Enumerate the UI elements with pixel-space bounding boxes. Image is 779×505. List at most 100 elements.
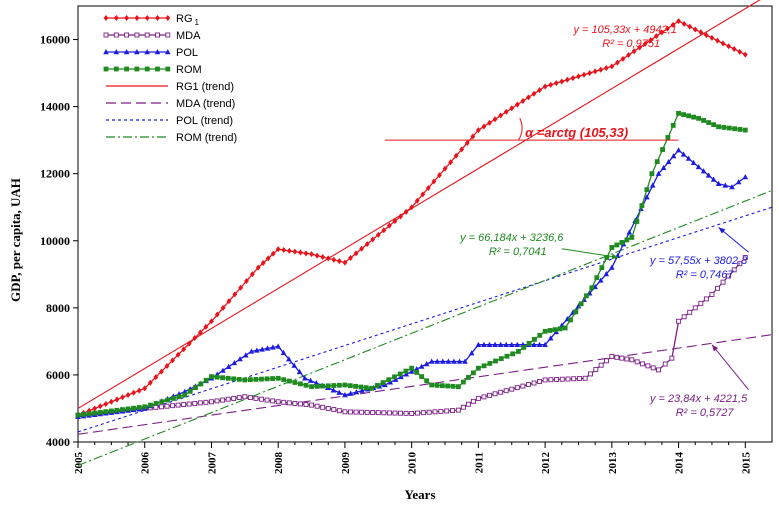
legend-label: POL xyxy=(176,47,198,59)
data-point xyxy=(253,376,259,382)
data-point xyxy=(75,412,81,418)
series-rom xyxy=(75,110,748,418)
data-point xyxy=(236,395,242,401)
data-point xyxy=(520,383,526,389)
data-point xyxy=(237,356,243,362)
data-point xyxy=(148,402,153,408)
data-point xyxy=(470,370,476,376)
legend-marker xyxy=(165,66,171,72)
data-point xyxy=(165,397,171,403)
data-point xyxy=(565,376,571,382)
data-point xyxy=(159,368,164,375)
data-point xyxy=(238,284,244,291)
data-point xyxy=(291,362,298,368)
data-point xyxy=(336,382,342,388)
data-point xyxy=(487,392,492,398)
x-tick-label: 2013 xyxy=(607,452,619,475)
y-tick-label: 12000 xyxy=(40,167,70,181)
data-point xyxy=(380,380,386,385)
data-point xyxy=(470,133,476,140)
data-point xyxy=(409,365,415,371)
data-point xyxy=(342,259,348,266)
data-point xyxy=(419,374,425,379)
data-point xyxy=(676,318,682,324)
data-point xyxy=(403,371,410,377)
data-point xyxy=(275,246,281,253)
data-point xyxy=(286,378,292,384)
data-point xyxy=(732,126,738,132)
data-point xyxy=(450,408,455,414)
data-point xyxy=(587,70,593,77)
data-point xyxy=(309,384,314,390)
data-point xyxy=(342,409,348,415)
data-point xyxy=(642,40,648,47)
data-point xyxy=(609,264,615,270)
data-point xyxy=(656,367,662,373)
legend-label: ROM xyxy=(176,64,202,76)
data-point xyxy=(720,40,726,47)
data-point xyxy=(220,367,226,373)
data-series xyxy=(75,18,749,420)
data-point xyxy=(644,187,650,193)
data-point xyxy=(270,376,276,381)
data-point xyxy=(286,356,292,362)
data-point xyxy=(573,309,579,315)
data-point xyxy=(97,403,103,410)
data-point xyxy=(153,374,159,381)
data-point xyxy=(516,349,521,354)
data-point xyxy=(593,367,599,373)
data-point xyxy=(170,357,175,364)
data-point xyxy=(465,401,471,407)
data-point xyxy=(503,108,509,115)
data-point xyxy=(364,409,370,415)
data-point xyxy=(414,370,420,375)
equation-arrow-1 xyxy=(561,248,619,259)
series-mda xyxy=(75,255,748,418)
data-point xyxy=(487,119,492,126)
data-point xyxy=(336,389,343,395)
data-point xyxy=(209,374,214,379)
data-point xyxy=(313,380,320,386)
data-point xyxy=(232,291,238,298)
x-tick-label: 2011 xyxy=(473,452,485,473)
data-point xyxy=(703,32,709,39)
legend-label: MDA xyxy=(176,30,201,42)
data-point xyxy=(170,396,176,401)
data-point xyxy=(164,362,170,369)
data-point xyxy=(302,375,308,381)
data-point xyxy=(609,63,615,70)
legend-label-subscript: 1 xyxy=(195,18,200,27)
data-point xyxy=(298,249,303,256)
x-tick-label: 2005 xyxy=(73,452,85,475)
data-point xyxy=(231,395,237,401)
data-point xyxy=(181,402,187,407)
legend-marker xyxy=(134,49,140,55)
data-point xyxy=(249,271,255,278)
data-point xyxy=(576,376,582,381)
data-point xyxy=(242,352,249,358)
data-point xyxy=(548,81,554,88)
data-point xyxy=(203,323,209,330)
data-point xyxy=(375,410,381,416)
data-point xyxy=(448,159,453,166)
equation-arrowhead-1 xyxy=(611,253,619,260)
data-point xyxy=(648,36,654,43)
data-point xyxy=(120,407,125,412)
data-point xyxy=(562,325,568,331)
data-point xyxy=(424,378,430,384)
data-point xyxy=(703,296,709,302)
data-point xyxy=(634,219,640,224)
data-point xyxy=(498,389,504,395)
data-point xyxy=(559,78,565,85)
data-point xyxy=(497,341,504,347)
data-point xyxy=(626,52,631,59)
annotations: α =arctg (105,33) y = 105,33x + 4942,1 R² … xyxy=(384,24,749,419)
data-point xyxy=(731,267,737,273)
r-squared-3: R² = 0,5727 xyxy=(676,407,735,419)
data-point xyxy=(348,409,353,415)
data-point xyxy=(231,359,238,366)
data-point xyxy=(413,366,420,372)
data-point xyxy=(423,361,430,367)
data-point xyxy=(214,311,220,318)
data-point xyxy=(503,388,509,394)
